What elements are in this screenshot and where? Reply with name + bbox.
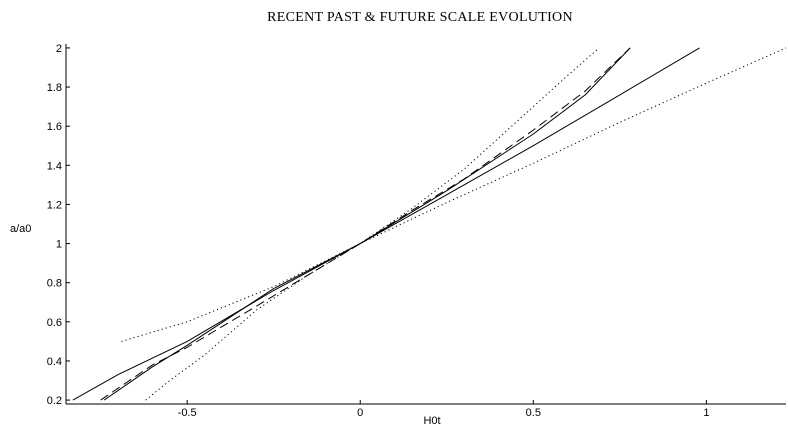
y-tick-label: 0.6 bbox=[47, 317, 62, 329]
y-tick-label: 1.2 bbox=[47, 199, 62, 211]
y-tick-label: 1.6 bbox=[47, 121, 62, 133]
y-tick-label: 1.8 bbox=[47, 82, 62, 94]
y-tick-label: 0.8 bbox=[47, 278, 62, 290]
series-line-4 bbox=[103, 47, 631, 401]
x-axis-label: H0t bbox=[423, 415, 440, 427]
y-tick-label: 0.4 bbox=[47, 356, 62, 368]
y-axis-label: a/a0 bbox=[10, 223, 31, 235]
x-tick-label: 1 bbox=[703, 407, 709, 419]
series-line-5 bbox=[145, 47, 600, 401]
x-tick-label: 0 bbox=[357, 407, 363, 419]
y-tick-label: 2 bbox=[56, 43, 62, 55]
series-line-1 bbox=[121, 47, 787, 342]
y-tick-label: 1 bbox=[56, 239, 62, 251]
axes: -0.5 0 0.5 1 0.2 0.4 0.6 0.8 1 1.2 1.4 1.6 1.8 2 bbox=[47, 43, 786, 419]
y-tick-label: 1.4 bbox=[47, 160, 62, 172]
y-tick-label: 0.2 bbox=[47, 395, 62, 407]
x-tick-label: 0.5 bbox=[526, 407, 541, 419]
chart-title: RECENT PAST & FUTURE SCALE EVOLUTION bbox=[267, 10, 573, 25]
curves bbox=[72, 47, 787, 401]
series-line-2 bbox=[100, 47, 631, 401]
series-line-3 bbox=[72, 47, 700, 401]
x-tick-label: -0.5 bbox=[178, 407, 197, 419]
